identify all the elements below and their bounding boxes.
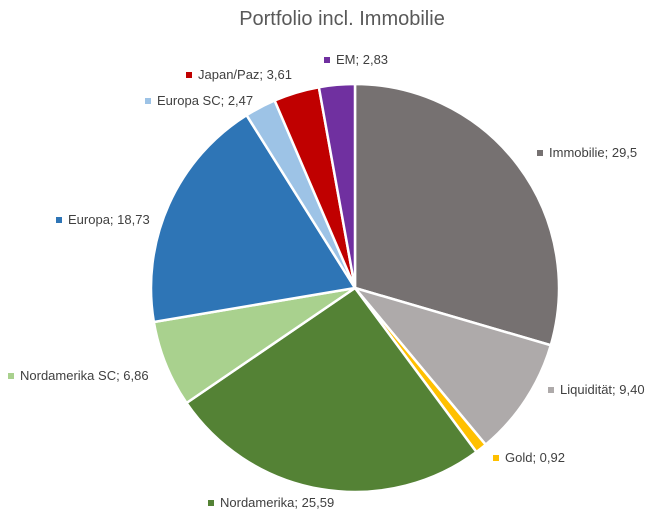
data-label: Gold; 0,92 — [505, 450, 565, 465]
pie-slice-em — [317, 82, 357, 290]
legend-marker — [537, 150, 543, 156]
slice-labels: Immobilie; 29,5 Liquidität; 9,40 Gold; 0,9… — [8, 52, 645, 510]
chart-title: Portfolio incl. Immobilie — [239, 8, 445, 30]
data-label: Japan/Paz; 3,61 — [198, 67, 292, 82]
pie-slice-liquidit-t — [353, 286, 553, 446]
data-label: Nordamerika SC; 6,86 — [20, 368, 149, 383]
legend-marker — [145, 98, 151, 104]
legend-marker — [324, 57, 330, 63]
legend-marker — [56, 217, 62, 223]
pie-slice-nordamerika — [185, 286, 478, 494]
pie-slices — [149, 82, 561, 494]
data-label: Europa; 18,73 — [68, 212, 150, 227]
data-label: EM; 2,83 — [336, 52, 388, 67]
legend-marker — [208, 500, 214, 506]
pie-slice-europa — [149, 113, 357, 324]
legend-marker — [186, 72, 192, 78]
data-label: Immobilie; 29,5 — [549, 145, 637, 160]
pie-slice-immobilie — [353, 82, 561, 347]
legend-marker — [493, 455, 499, 461]
data-label: Liquidität; 9,40 — [560, 382, 645, 397]
data-label: Europa SC; 2,47 — [157, 93, 253, 108]
legend-marker — [548, 387, 554, 393]
data-label: Nordamerika; 25,59 — [220, 495, 334, 510]
legend-marker — [8, 373, 14, 379]
